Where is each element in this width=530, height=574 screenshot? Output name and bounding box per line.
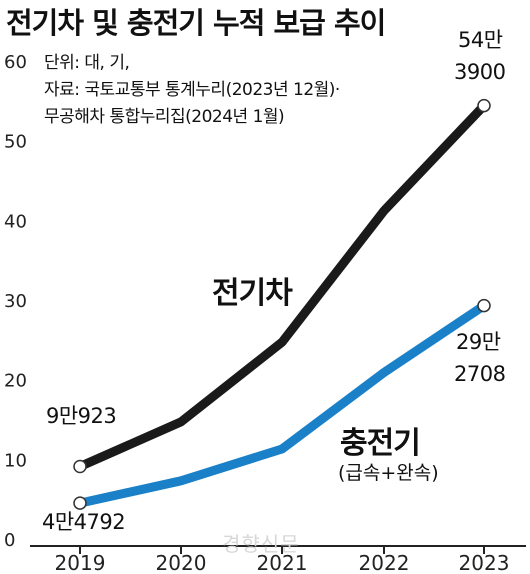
annotation-ev-end-line2: 3900 bbox=[454, 60, 506, 84]
y-tick-label: 60 bbox=[4, 52, 27, 73]
y-tick-label: 50 bbox=[4, 132, 27, 153]
x-tick-label: 2021 bbox=[257, 551, 308, 574]
y-tick-label: 20 bbox=[4, 371, 27, 392]
series-label-ev: 전기차 bbox=[212, 276, 293, 311]
x-tick-label: 2023 bbox=[459, 551, 510, 574]
watermark-logo: 경향신문 bbox=[222, 532, 300, 556]
annotation-ev-start: 9만923 bbox=[46, 404, 117, 428]
series-label-charger: 충전기 bbox=[340, 426, 421, 461]
data-point-ev bbox=[73, 459, 87, 474]
y-tick-label: 40 bbox=[4, 211, 27, 232]
series-sublabel-charger: (급속+완속) bbox=[338, 462, 439, 484]
y-tick-label: 10 bbox=[4, 450, 27, 471]
x-axis: 2019 2020 2021 2022 2023 bbox=[30, 545, 526, 574]
x-tick-label: 2020 bbox=[156, 551, 207, 574]
data-point-ev bbox=[477, 98, 491, 113]
y-tick-label: 30 bbox=[4, 291, 27, 312]
annotation-ev-end-line1: 54만 bbox=[458, 28, 503, 52]
chart-title: 전기차 및 충전기 누적 보급 추이 bbox=[6, 6, 386, 40]
source-note-line1: 자료: 국토교통부 통계누리(2023년 12월)· bbox=[44, 80, 340, 100]
y-axis: 0 10 20 30 40 50 60 bbox=[4, 52, 27, 551]
annotation-charger-start: 4만4792 bbox=[42, 510, 126, 534]
y-tick-label: 0 bbox=[4, 530, 15, 551]
series-line-charger bbox=[75, 301, 489, 508]
annotation-charger-end-line1: 29만 bbox=[456, 330, 501, 354]
data-point-charger bbox=[73, 496, 87, 510]
unit-note: 단위: 대, 기, bbox=[44, 53, 130, 73]
plot-area bbox=[73, 98, 491, 510]
annotation-charger-end-line2: 2708 bbox=[454, 362, 506, 386]
series-line-ev bbox=[75, 101, 489, 471]
data-point-charger bbox=[477, 298, 491, 313]
source-note-line2: 무공해차 통합누리집(2024년 1월) bbox=[44, 107, 285, 127]
x-tick-label: 2022 bbox=[359, 551, 410, 574]
x-tick-label: 2019 bbox=[55, 551, 106, 574]
